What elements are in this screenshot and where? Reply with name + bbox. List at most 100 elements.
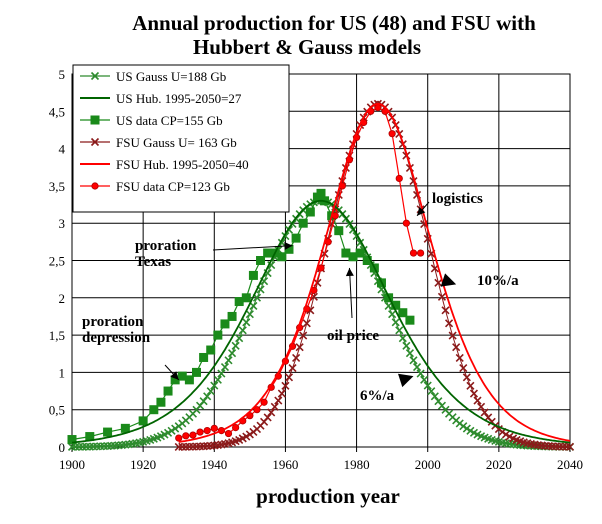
data-point xyxy=(355,248,365,258)
legend-entry: US Hub. 1995-2050=27 xyxy=(80,91,242,106)
series-4 xyxy=(178,102,571,443)
model-point xyxy=(388,310,397,319)
data-point xyxy=(298,218,308,228)
y-tick-label: 3 xyxy=(59,216,66,231)
data-point xyxy=(210,424,218,432)
model-point xyxy=(477,402,486,411)
data-point xyxy=(189,431,197,439)
y-tick-label: 4,5 xyxy=(49,104,65,119)
model-point xyxy=(210,381,219,390)
legend-entry: FSU Hub. 1995-2050=40 xyxy=(80,157,249,172)
annotation-arrowhead xyxy=(345,267,354,277)
model-point xyxy=(302,319,311,328)
model-point xyxy=(434,278,443,287)
model-point xyxy=(270,402,279,411)
model-point xyxy=(391,318,400,327)
data-point xyxy=(316,188,326,198)
annotation-arrowhead xyxy=(440,273,457,287)
x-tick-label: 2000 xyxy=(415,457,441,472)
data-point xyxy=(227,311,237,321)
legend-entry: US data CP=155 Gb xyxy=(80,113,223,128)
x-tick-label: 2020 xyxy=(486,457,512,472)
annotation-arrowhead xyxy=(398,373,414,388)
data-point xyxy=(182,432,190,440)
legend-swatch-marker xyxy=(90,71,100,81)
y-tick-label: 2 xyxy=(59,291,66,306)
data-point xyxy=(241,293,251,303)
annotation-arrowhead xyxy=(284,242,293,251)
chart-title-line-1: Annual production for US (48) and FSU wi… xyxy=(132,11,536,35)
model-curve xyxy=(71,199,571,444)
x-tick-label: 1980 xyxy=(344,457,370,472)
model-point xyxy=(452,343,461,352)
model-point xyxy=(462,373,471,382)
data-point xyxy=(348,252,358,262)
model-point xyxy=(206,387,215,396)
model-point xyxy=(409,356,418,365)
model-point xyxy=(263,413,272,422)
model-point xyxy=(267,408,276,417)
annotation-label: proration xyxy=(82,314,144,330)
model-point xyxy=(437,292,447,301)
data-point xyxy=(253,406,261,414)
model-point xyxy=(412,363,422,372)
data-point xyxy=(398,308,408,318)
legend-label: FSU Hub. 1995-2050=40 xyxy=(116,157,249,172)
y-tick-label: 4 xyxy=(59,142,66,157)
model-point xyxy=(402,341,411,350)
data-point xyxy=(120,423,130,433)
x-tick-label: 1900 xyxy=(59,457,85,472)
legend-label: US Hub. 1995-2050=27 xyxy=(116,91,242,106)
legend-entry: FSU data CP=123 Gb xyxy=(80,179,230,194)
model-point xyxy=(420,375,429,384)
model-point xyxy=(242,318,251,327)
y-tick-label: 0 xyxy=(59,440,66,455)
model-point xyxy=(249,301,258,311)
model-point xyxy=(441,306,450,315)
data-point xyxy=(138,416,148,426)
annotation-label: proration xyxy=(135,238,197,254)
model-point xyxy=(277,389,286,398)
series-layer xyxy=(67,99,575,451)
annotation-arrowhead xyxy=(417,207,426,216)
data-point xyxy=(203,426,211,435)
data-point xyxy=(175,434,183,442)
model-point xyxy=(430,392,439,401)
data-point xyxy=(184,375,194,385)
data-point xyxy=(170,375,180,385)
y-tick-label: 2,5 xyxy=(49,254,65,269)
legend-swatch-marker xyxy=(90,115,100,125)
data-point xyxy=(234,297,244,307)
y-axis: 0 0,5 1 1,5 2 2,5 3 3,5 4 4,5 5 xyxy=(49,67,66,455)
model-point xyxy=(292,353,301,363)
annotation-label: 6%/a xyxy=(360,388,395,404)
data-point xyxy=(374,103,382,112)
data-point xyxy=(334,226,344,236)
data-point xyxy=(232,424,240,432)
x-tick-label: 1960 xyxy=(272,457,298,472)
data-point xyxy=(263,248,273,258)
x-tick-label: 2040 xyxy=(557,457,583,472)
legend-entry: US Gauss U=188 Gb xyxy=(80,69,226,84)
model-point xyxy=(299,331,308,340)
data-point xyxy=(156,397,166,407)
data-point xyxy=(388,130,396,138)
y-tick-label: 0,5 xyxy=(49,403,65,418)
annotation-3: logistics xyxy=(416,191,483,217)
legend-swatch-marker xyxy=(91,182,99,190)
x-axis-title: production year xyxy=(256,484,400,508)
annotation-4: 10%/a xyxy=(440,273,519,289)
data-point xyxy=(192,367,201,377)
model-point xyxy=(444,319,454,328)
data-point xyxy=(277,252,287,262)
y-tick-label: 1 xyxy=(59,365,66,380)
model-point xyxy=(395,326,404,335)
y-tick-label: 5 xyxy=(59,67,66,82)
x-tick-label: 1940 xyxy=(201,457,227,472)
data-point xyxy=(149,405,159,415)
data-point xyxy=(248,270,258,280)
model-point xyxy=(405,349,414,358)
model-point xyxy=(235,334,244,343)
